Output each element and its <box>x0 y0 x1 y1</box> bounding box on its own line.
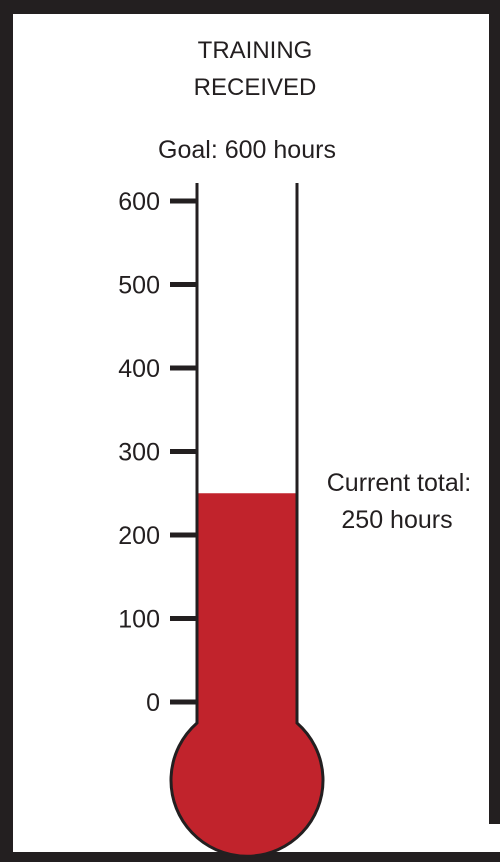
thermometer-outline <box>169 183 325 858</box>
thermometer <box>169 183 325 858</box>
goal-label: Goal: 600 hours <box>158 136 336 164</box>
tick-label-100: 100 <box>118 606 160 634</box>
chart-title-line-1: TRAINING <box>198 37 313 64</box>
tick-label-500: 500 <box>118 272 160 300</box>
current-total-label-line-1: Current total: <box>327 469 472 497</box>
y-axis: 0 100 200 300 400 500 600 <box>118 188 197 717</box>
tick-label-400: 400 <box>118 355 160 383</box>
chart-title-line-2: RECEIVED <box>194 74 317 101</box>
tick-label-200: 200 <box>118 522 160 550</box>
tick-label-600: 600 <box>118 188 160 216</box>
thermometer-fill <box>171 493 323 857</box>
tick-label-0: 0 <box>146 689 160 717</box>
current-total-label-line-2: 250 hours <box>341 506 452 534</box>
tick-label-300: 300 <box>118 439 160 467</box>
